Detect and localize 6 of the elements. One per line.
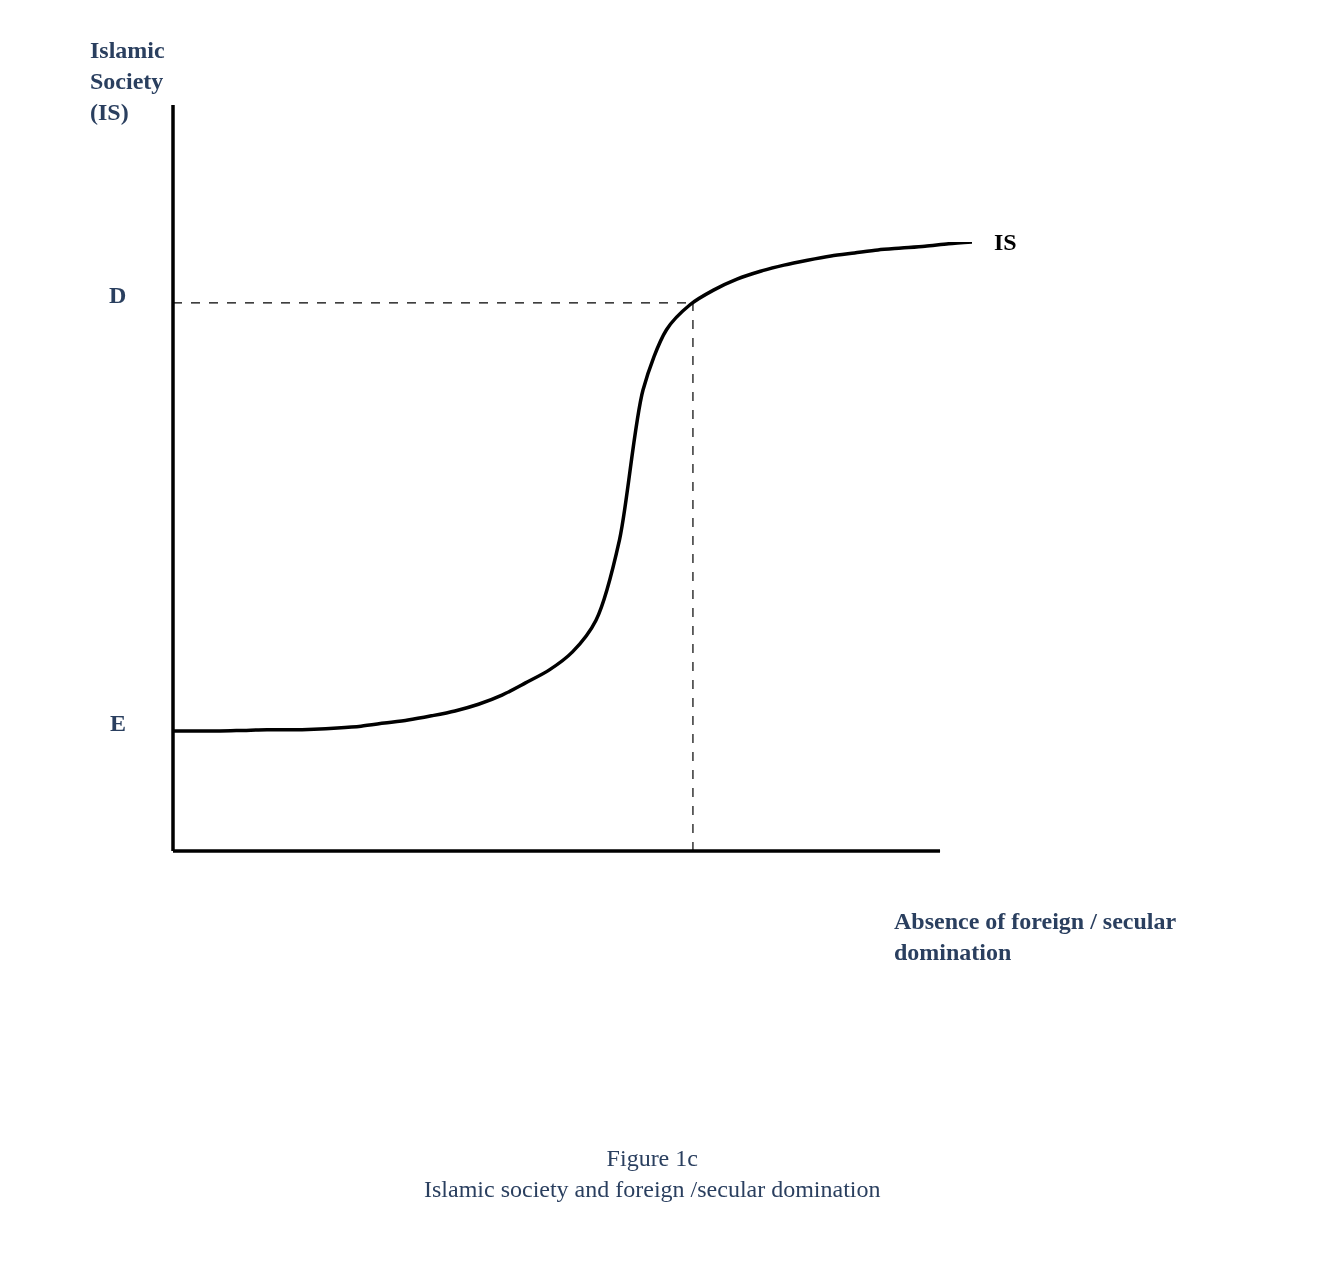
series-label: IS <box>994 229 1017 255</box>
y-axis-title: Islamic Society (IS) <box>90 37 166 126</box>
text: E <box>110 710 127 736</box>
x-axis-title: Absence of foreign / secular domination <box>894 908 1177 966</box>
caption: Figure 1c Islamic society and foreign /secular domination <box>424 1145 881 1203</box>
ref-line-label: D <box>109 282 127 308</box>
